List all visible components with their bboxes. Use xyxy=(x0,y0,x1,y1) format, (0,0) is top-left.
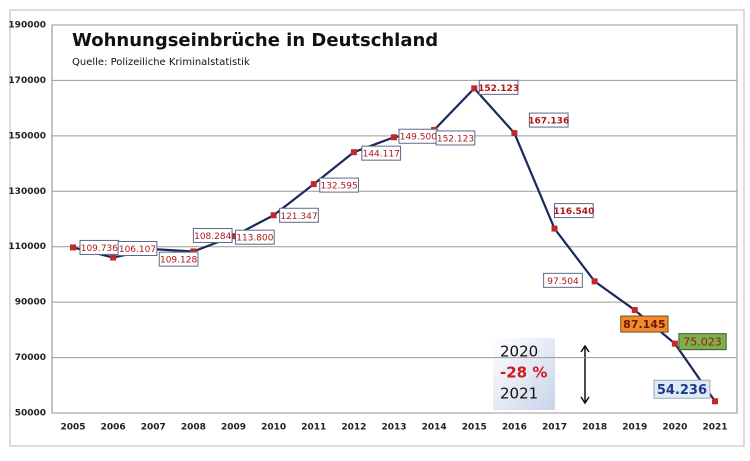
data-point xyxy=(631,307,638,314)
point-label-box xyxy=(435,130,476,146)
x-tick-label: 2007 xyxy=(141,423,166,433)
chart-subtitle: Quelle: Polizeiliche Kriminalstatistik xyxy=(72,57,250,68)
point-label-box xyxy=(554,203,594,219)
point-label: 116.540 xyxy=(553,207,594,217)
point-label-box xyxy=(678,333,727,351)
data-point xyxy=(712,398,718,405)
x-tick-label: 2006 xyxy=(101,423,126,433)
point-label: 87.145 xyxy=(623,318,665,331)
point-label: 97.504 xyxy=(547,277,579,287)
x-tick-label: 2009 xyxy=(221,423,246,433)
y-tick-label: 190000 xyxy=(8,21,46,31)
data-point xyxy=(70,244,76,251)
point-label: 109.128 xyxy=(160,256,197,266)
annotation-box xyxy=(493,338,555,410)
point-label-box xyxy=(620,315,669,333)
data-point xyxy=(110,254,117,261)
annotation-text: 2020 xyxy=(500,343,538,361)
point-label: 121.347 xyxy=(280,212,317,222)
point-label-box xyxy=(235,229,275,245)
point-label-box xyxy=(158,251,199,267)
y-tick-label: 150000 xyxy=(8,131,46,141)
x-tick-label: 2008 xyxy=(181,423,206,433)
y-tick-label: 90000 xyxy=(15,298,46,308)
data-point xyxy=(591,278,598,285)
point-label-box xyxy=(653,379,711,399)
data-point xyxy=(391,134,397,141)
point-label-box xyxy=(192,227,233,243)
x-tick-label: 2005 xyxy=(60,423,85,433)
x-tick-label: 2020 xyxy=(662,423,687,433)
x-tick-label: 2012 xyxy=(341,423,366,433)
x-tick-label: 2010 xyxy=(261,423,286,433)
data-point xyxy=(230,233,237,240)
x-tick-label: 2011 xyxy=(301,423,326,433)
point-label: 108.284 xyxy=(194,232,231,242)
point-label: 75.023 xyxy=(683,336,722,349)
frame xyxy=(9,9,745,447)
x-tick-label: 2013 xyxy=(381,423,406,433)
x-tick-label: 2021 xyxy=(702,423,727,433)
chart-title: Wohnungseinbrüche in Deutschland xyxy=(72,30,438,51)
y-tick-label: 50000 xyxy=(15,409,46,419)
point-label: 167.136 xyxy=(528,117,569,127)
point-label: 132.595 xyxy=(320,182,357,192)
point-label: 106.107 xyxy=(119,245,156,255)
point-label-box xyxy=(319,177,359,193)
data-point xyxy=(511,130,518,137)
data-point xyxy=(190,248,197,255)
point-label: 113.800 xyxy=(236,234,273,244)
point-label: 149.500 xyxy=(400,133,437,143)
y-tick-label: 70000 xyxy=(15,353,46,363)
x-tick-label: 2017 xyxy=(542,423,567,433)
point-label: 54.236 xyxy=(657,383,707,398)
point-label: 144.117 xyxy=(363,150,400,160)
data-point xyxy=(671,340,678,347)
x-tick-label: 2019 xyxy=(622,423,647,433)
point-label-box xyxy=(117,241,158,257)
point-label-box xyxy=(528,112,569,128)
data-point xyxy=(551,225,558,232)
x-tick-label: 2015 xyxy=(462,423,487,433)
point-label: 152.123 xyxy=(478,84,519,94)
y-tick-label: 130000 xyxy=(8,187,46,197)
y-tick-label: 110000 xyxy=(8,242,46,252)
x-tick-label: 2014 xyxy=(422,423,447,433)
point-label-box xyxy=(543,272,583,288)
arrow xyxy=(580,344,590,405)
x-tick-label: 2018 xyxy=(582,423,607,433)
point-label-box xyxy=(361,145,402,161)
data-point xyxy=(310,181,317,188)
x-tick-label: 2016 xyxy=(502,423,527,433)
data-point xyxy=(350,149,357,156)
point-label-box xyxy=(478,79,519,95)
point-label: 109.736 xyxy=(81,244,118,254)
data-point xyxy=(270,212,277,219)
data-point xyxy=(471,85,478,92)
annotation-text: -28 % xyxy=(500,364,547,382)
point-label-box xyxy=(279,207,319,223)
y-tick-label: 170000 xyxy=(8,76,46,86)
annotation-text: 2021 xyxy=(500,385,538,403)
point-label: 152.123 xyxy=(437,134,474,144)
